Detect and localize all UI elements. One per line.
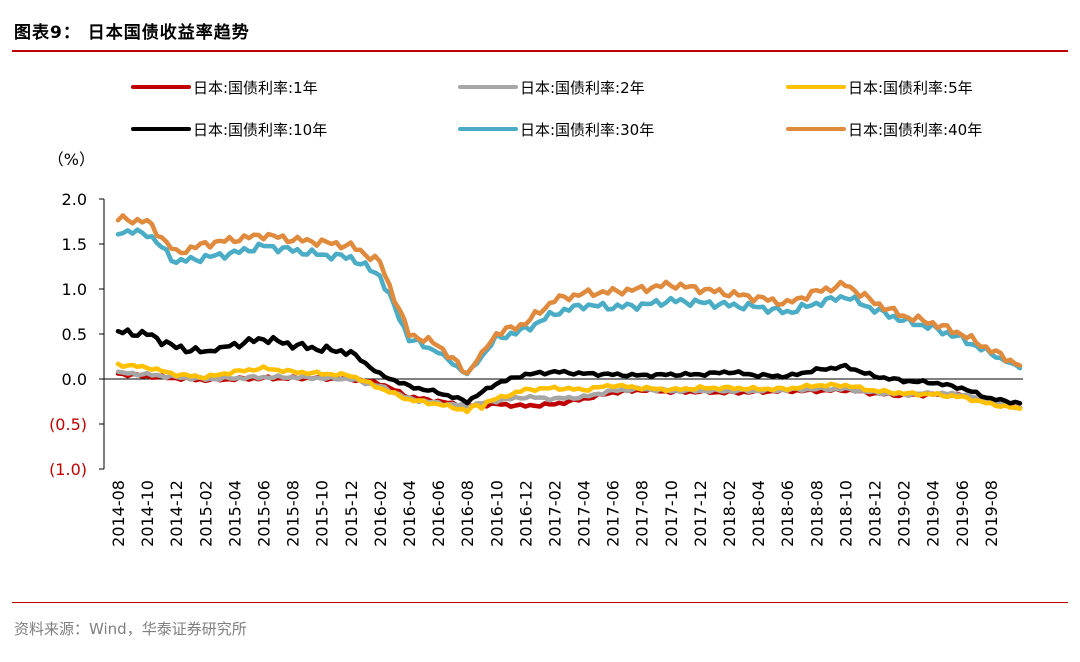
y-axis-label: （%） (48, 150, 95, 169)
legend-label: 日本:国债利率:30年 (520, 121, 654, 139)
x-tick-label: 2018-02 (720, 480, 739, 547)
x-tick-label: 2016-04 (400, 480, 419, 547)
x-tick-label: 2019-08 (982, 480, 1001, 547)
x-tick-label: 2018-08 (807, 480, 826, 547)
source-note: 资料来源：Wind，华泰证券研究所 (14, 620, 247, 638)
x-axis: 2014-08 2014-10 2014-12 2015-02 2015-04 2015-… (104, 378, 1023, 547)
legend-label: 日本:国债利率:10年 (193, 121, 327, 139)
x-tick-label: 2017-08 (633, 480, 652, 547)
x-tick-label: 2015-08 (284, 480, 303, 547)
x-tick-label: 2015-02 (196, 480, 215, 547)
x-tick-label: 2015-10 (313, 480, 332, 547)
series-line (115, 361, 1023, 415)
series-line (115, 213, 1023, 376)
legend-item: 日本:国债利率:5年 (786, 79, 973, 97)
x-tick-label: 2014-10 (138, 480, 157, 547)
y-tick-label: 2.0 (62, 190, 87, 209)
x-tick-label: 2016-08 (458, 480, 477, 547)
source-rule (12, 602, 1068, 603)
x-tick-label: 2018-12 (866, 480, 885, 547)
y-tick-label: 0.0 (62, 370, 87, 389)
legend-item: 日本:国债利率:40年 (786, 121, 982, 139)
y-axis: 2.0 1.5 1.0 0.5 0.0 (0.5) (1.0) (49, 190, 105, 479)
x-tick-label: 2015-06 (254, 480, 273, 547)
x-tick-label: 2017-02 (545, 480, 564, 547)
y-tick-label: 1.0 (62, 280, 87, 299)
legend-label: 日本:国债利率:5年 (848, 79, 973, 97)
x-tick-label: 2016-12 (516, 480, 535, 547)
legend-label: 日本:国债利率:1年 (193, 79, 318, 97)
x-tick-label: 2017-06 (604, 480, 623, 547)
title-rule (12, 50, 1068, 52)
x-tick-label: 2019-06 (953, 480, 972, 547)
x-tick-label: 2019-02 (895, 480, 914, 547)
x-tick-label: 2014-08 (109, 480, 128, 547)
legend-item: 日本:国债利率:2年 (458, 79, 645, 97)
y-tick-label: 0.5 (62, 325, 87, 344)
x-tick-label: 2016-02 (371, 480, 390, 547)
chart-legend: 日本:国债利率:1年 日本:国债利率:2年 日本:国债利率:5年日本:国债利率:10… (131, 79, 982, 139)
x-tick-label: 2018-06 (778, 480, 797, 547)
x-tick-label: 2018-04 (749, 480, 768, 547)
series-line (115, 227, 1023, 377)
line-chart: 日本:国债利率:1年 日本:国债利率:2年 日本:国债利率:5年日本:国债利率:10… (48, 79, 1023, 547)
x-tick-label: 2016-06 (429, 480, 448, 547)
series-line (115, 327, 1023, 406)
legend-item: 日本:国债利率:10年 (131, 121, 327, 139)
figure-title: 图表9： 日本国债收益率趋势 (14, 23, 250, 43)
series-lines (115, 213, 1023, 415)
legend-item: 日本:国债利率:30年 (458, 121, 654, 139)
y-tick-label: (0.5) (49, 415, 87, 434)
y-tick-label: (1.0) (49, 460, 87, 479)
x-tick-label: 2017-04 (575, 480, 594, 547)
x-tick-label: 2015-04 (225, 480, 244, 547)
x-tick-label: 2016-10 (487, 480, 506, 547)
y-tick-label: 1.5 (62, 235, 87, 254)
x-tick-label: 2017-12 (691, 480, 710, 547)
x-tick-label: 2017-10 (662, 480, 681, 547)
legend-label: 日本:国债利率:40年 (848, 121, 982, 139)
x-tick-label: 2019-04 (924, 480, 943, 547)
legend-item: 日本:国债利率:1年 (131, 79, 318, 97)
x-tick-label: 2018-10 (836, 480, 855, 547)
x-tick-label: 2015-12 (342, 480, 361, 547)
x-tick-label: 2014-12 (167, 480, 186, 547)
legend-label: 日本:国债利率:2年 (520, 79, 645, 97)
